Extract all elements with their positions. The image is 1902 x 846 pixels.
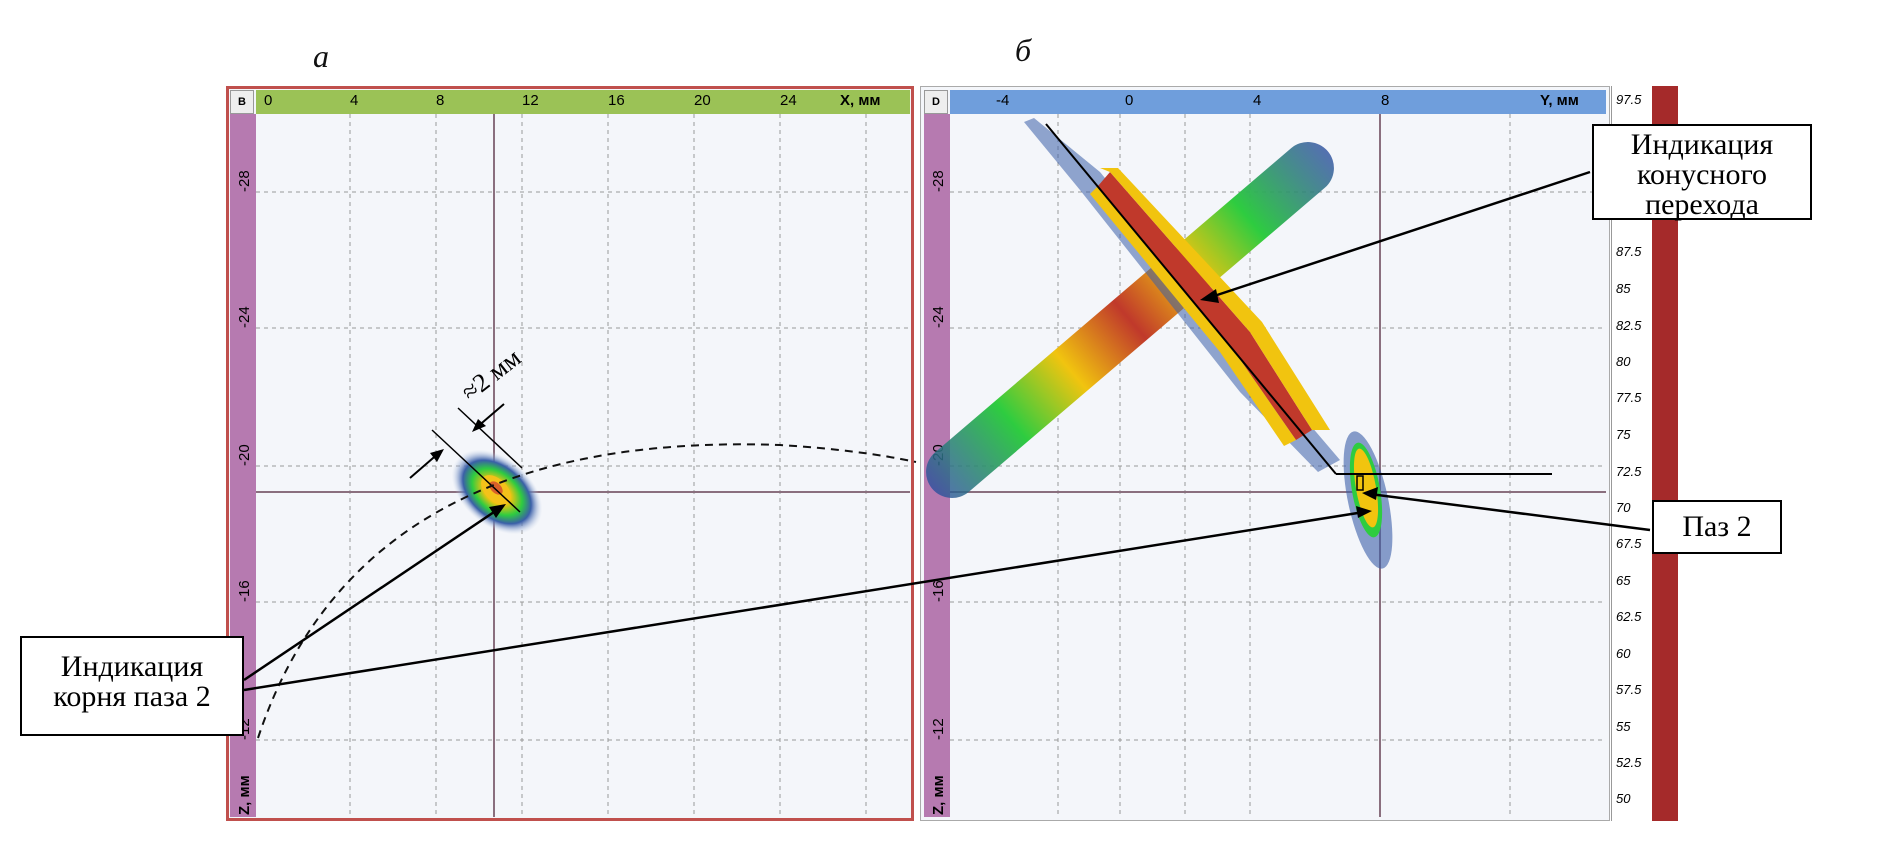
- panel-a-x-tick: 8: [436, 92, 445, 109]
- panel-a-z-axis-label: Z, мм: [236, 775, 253, 815]
- scale-label: 50: [1616, 791, 1631, 806]
- scale-label: 62.5: [1616, 609, 1642, 624]
- panel-a-z-tick: -20: [236, 444, 253, 466]
- scale-label: 77.5: [1616, 390, 1642, 405]
- panel-b-y-ruler[interactable]: [950, 90, 1606, 114]
- scale-label: 75: [1616, 427, 1631, 442]
- panel-a-axis-title: X, мм: [840, 92, 881, 109]
- panel-b-z-tick: -12: [930, 718, 947, 740]
- panel-b-y-tick: 4: [1253, 92, 1262, 109]
- panel-a-x-tick: 0: [264, 92, 273, 109]
- scale-label: 70: [1616, 500, 1631, 515]
- panel-a-x-ruler[interactable]: [256, 90, 910, 114]
- panel-b-y-tick: -4: [996, 92, 1010, 109]
- panel-a-z-tick: -24: [236, 306, 253, 328]
- scale-label: 85: [1616, 281, 1631, 296]
- panel-b-corner-label: D: [924, 90, 948, 114]
- panel-b-y-tick: 0: [1125, 92, 1134, 109]
- panel-a-x-tick: 20: [694, 92, 711, 109]
- caption-a: а: [313, 38, 329, 74]
- panel-a[interactable]: [226, 86, 914, 821]
- scale-label: 80: [1616, 354, 1631, 369]
- scale-label: 67.5: [1616, 536, 1642, 551]
- panel-a-z-tick: -28: [236, 170, 253, 192]
- callout-groove: Паз 2: [1652, 500, 1782, 554]
- panel-b-y-tick: 8: [1381, 92, 1390, 109]
- callout-cone-indication: Индикация конусного перехода: [1592, 124, 1812, 220]
- scale-label: 57.5: [1616, 682, 1642, 697]
- scale-label: 60: [1616, 646, 1631, 661]
- caption-b: б: [1015, 32, 1032, 68]
- scale-label: 87.5: [1616, 244, 1642, 259]
- callout-root-indication: Индикация корня паза 2: [20, 636, 244, 736]
- scale-label: 55: [1616, 719, 1631, 734]
- panel-a-z-tick: -16: [236, 580, 253, 602]
- scale-label: 72.5: [1616, 464, 1642, 479]
- panel-b-z-tick: -28: [930, 170, 947, 192]
- panel-b-axis-title: Y, мм: [1540, 92, 1579, 109]
- panel-a-x-tick: 16: [608, 92, 625, 109]
- panel-a-x-tick: 24: [780, 92, 797, 109]
- scale-label: 82.5: [1616, 318, 1642, 333]
- panel-a-corner-label: B: [230, 90, 254, 114]
- panel-b-z-tick: -16: [930, 580, 947, 602]
- panel-b-z-tick: -20: [930, 444, 947, 466]
- panel-b-z-tick: -24: [930, 306, 947, 328]
- panel-a-x-tick: 4: [350, 92, 359, 109]
- panel-a-x-tick: 12: [522, 92, 539, 109]
- scale-label: 52.5: [1616, 755, 1642, 770]
- scale-label: 97.5: [1616, 92, 1642, 107]
- scale-label: 65: [1616, 573, 1631, 588]
- panel-b-z-axis-label: Z, мм: [930, 775, 947, 815]
- panel-b[interactable]: [920, 86, 1610, 821]
